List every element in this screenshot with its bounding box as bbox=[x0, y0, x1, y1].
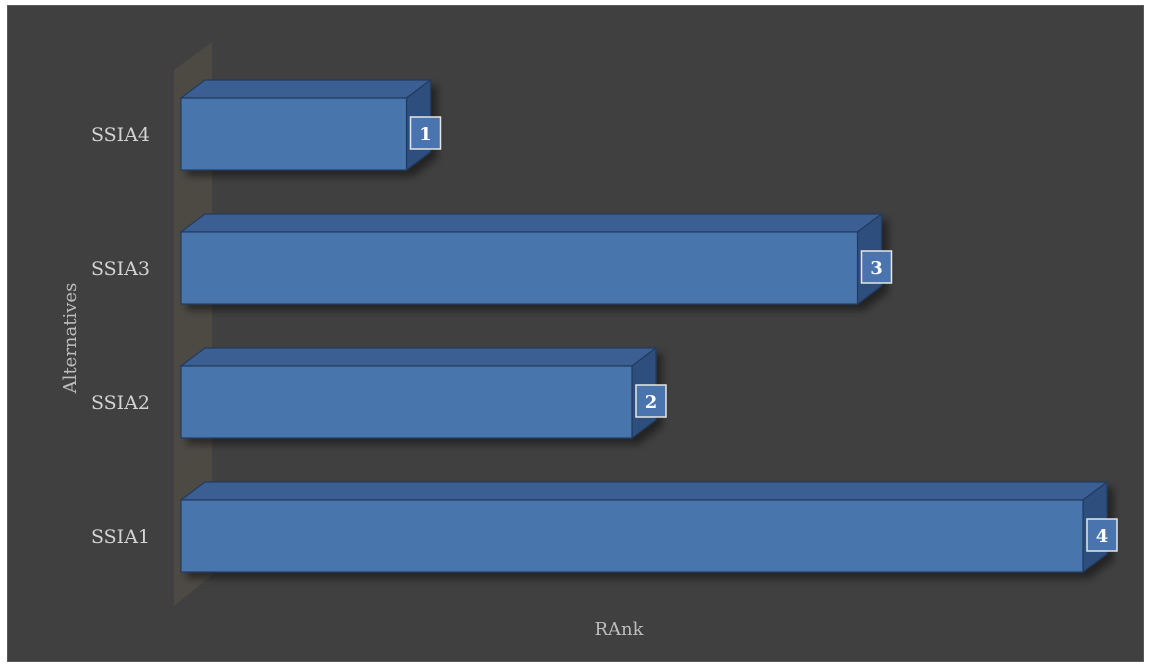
bar-top-face bbox=[179, 347, 658, 367]
bar-front-face bbox=[180, 231, 859, 305]
category-label-ssia1: SSIA1 bbox=[91, 526, 150, 548]
bar-top-face bbox=[179, 481, 1109, 501]
data-label-ssia3: 3 bbox=[860, 250, 893, 284]
data-label-box bbox=[860, 250, 893, 284]
bar-ssia3 bbox=[179, 212, 884, 306]
data-label-value: 1 bbox=[419, 124, 432, 145]
data-label-box bbox=[635, 384, 667, 418]
bar-top-face bbox=[179, 79, 433, 99]
data-label-ssia2: 2 bbox=[635, 384, 667, 418]
bar-front-face bbox=[180, 97, 408, 171]
data-label-ssia1: 4 bbox=[1086, 518, 1118, 552]
data-label-value: 4 bbox=[1096, 526, 1109, 547]
side-wall bbox=[174, 42, 212, 606]
data-label-box bbox=[409, 116, 442, 150]
category-label-ssia4: SSIA4 bbox=[91, 124, 150, 146]
bar-front-face bbox=[180, 365, 633, 439]
data-label-box bbox=[1086, 518, 1118, 552]
bar-top-face bbox=[179, 213, 884, 233]
data-label-value: 2 bbox=[645, 392, 658, 413]
bar-ssia2 bbox=[179, 346, 658, 440]
data-label-value: 3 bbox=[870, 258, 883, 279]
data-label-ssia4: 1 bbox=[409, 116, 442, 150]
category-label-ssia3: SSIA3 bbox=[91, 258, 150, 280]
bar-ssia4 bbox=[179, 78, 433, 172]
x-axis-title: RAnk bbox=[594, 619, 644, 640]
bar-ssia1 bbox=[179, 480, 1109, 574]
bar-front-face bbox=[180, 499, 1084, 573]
category-label-ssia2: SSIA2 bbox=[91, 392, 150, 414]
y-axis-title: Alternatives bbox=[60, 283, 81, 395]
